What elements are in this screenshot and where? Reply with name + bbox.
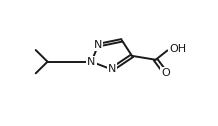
Text: OH: OH bbox=[169, 44, 186, 54]
Text: N: N bbox=[94, 40, 102, 50]
Text: O: O bbox=[161, 68, 170, 78]
Text: N: N bbox=[107, 65, 116, 74]
Text: N: N bbox=[87, 57, 96, 67]
